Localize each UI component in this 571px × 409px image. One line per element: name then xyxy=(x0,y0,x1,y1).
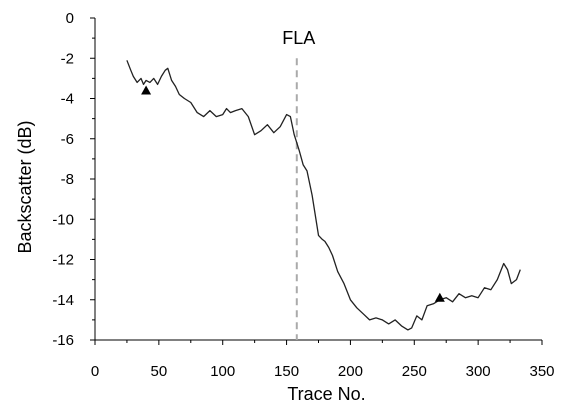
y-tick-label: -16 xyxy=(52,332,74,349)
x-tick-label: 200 xyxy=(338,363,363,380)
y-tick-label: -4 xyxy=(61,91,74,108)
y-tick-label: -6 xyxy=(61,131,74,148)
x-axis-title: Trace No. xyxy=(287,384,365,404)
x-tick-label: 0 xyxy=(91,363,99,380)
x-tick-label: 250 xyxy=(402,363,427,380)
y-tick-label: -2 xyxy=(61,50,74,67)
y-tick-label: -8 xyxy=(61,171,74,188)
x-tick-label: 50 xyxy=(151,363,168,380)
x-tick-label: 350 xyxy=(529,363,554,380)
y-tick-label: -14 xyxy=(52,292,74,309)
y-axis-ticks: 0 -2 -4 -6 -8 -10 -12 -14 -16 xyxy=(52,10,95,349)
triangle-marker xyxy=(434,292,445,302)
y-tick-label: -10 xyxy=(52,211,74,228)
y-tick-label: -12 xyxy=(52,252,74,269)
triangle-marker xyxy=(141,85,152,95)
triangle-markers xyxy=(141,85,445,302)
y-axis-title: Backscatter (dB) xyxy=(15,120,35,253)
x-axis-ticks: 0 50 100 150 200 250 300 350 xyxy=(91,340,555,380)
y-tick-label: 0 xyxy=(66,10,74,27)
x-tick-label: 100 xyxy=(210,363,235,380)
x-tick-label: 150 xyxy=(274,363,299,380)
backscatter-series-line xyxy=(126,60,521,331)
fla-label: FLA xyxy=(282,28,315,48)
x-tick-label: 300 xyxy=(466,363,491,380)
